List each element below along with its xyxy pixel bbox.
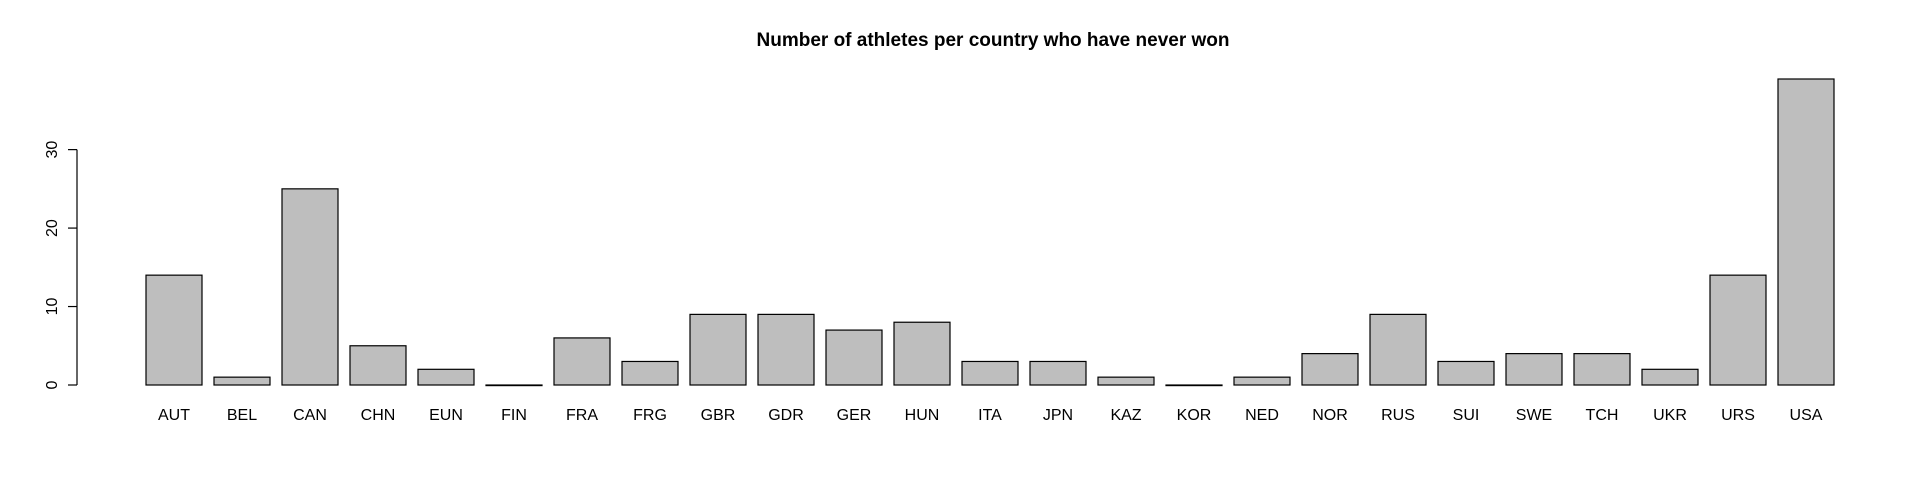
x-tick-labels: AUT BEL CAN CHN EUN FIN FRA FRG GBR GDR GER HUN ITA J…: [158, 407, 1823, 424]
y-axis: 0 10 20 30: [44, 141, 78, 389]
y-tick-label: 30: [44, 141, 61, 159]
y-tick-label: 0: [44, 380, 61, 389]
bar-bel: [213, 376, 271, 386]
bar-aut: [145, 274, 203, 386]
bar-eun: [417, 368, 475, 386]
bar-gdr: [757, 313, 815, 386]
bar-fra: [553, 337, 611, 386]
bar-ita: [961, 360, 1019, 386]
x-tick-label: SWE: [1516, 407, 1552, 424]
bars-group: [145, 78, 1835, 387]
x-tick-label: UKR: [1653, 407, 1687, 424]
bar-tch: [1573, 353, 1631, 386]
bar-swe: [1505, 353, 1563, 386]
x-tick-label: GDR: [768, 407, 804, 424]
x-tick-label: NED: [1245, 407, 1279, 424]
bar-urs: [1709, 274, 1767, 386]
chart-title: Number of athletes per country who have …: [757, 30, 1230, 51]
x-tick-label: AUT: [158, 407, 190, 424]
x-tick-label: URS: [1721, 407, 1755, 424]
bar-nor: [1301, 353, 1359, 386]
x-tick-label: CAN: [293, 407, 327, 424]
bar-fin: [485, 384, 543, 387]
bar-ger: [825, 329, 883, 386]
bar-rus: [1369, 313, 1427, 386]
x-tick-label: BEL: [227, 407, 257, 424]
bar-ukr: [1641, 368, 1699, 386]
bar-ned: [1233, 376, 1291, 386]
x-tick-label: USA: [1790, 407, 1823, 424]
x-tick-label: NOR: [1312, 407, 1348, 424]
x-tick-label: SUI: [1453, 407, 1480, 424]
x-tick-label: GBR: [701, 407, 736, 424]
x-tick-label: FRA: [566, 407, 598, 424]
bar-frg: [621, 360, 679, 386]
x-tick-label: GER: [837, 407, 872, 424]
x-tick-label: KOR: [1177, 407, 1212, 424]
x-tick-label: ITA: [978, 407, 1002, 424]
x-tick-label: FRG: [633, 407, 667, 424]
bar-kor: [1165, 384, 1223, 387]
bar-kaz: [1097, 376, 1155, 386]
bar-can: [281, 188, 339, 386]
bar-usa: [1777, 78, 1835, 386]
x-tick-label: HUN: [905, 407, 940, 424]
y-tick-label: 20: [44, 219, 61, 237]
bar-hun: [893, 321, 951, 386]
x-tick-label: JPN: [1043, 407, 1073, 424]
x-tick-label: RUS: [1381, 407, 1415, 424]
x-tick-label: CHN: [361, 407, 396, 424]
x-tick-label: KAZ: [1110, 407, 1141, 424]
x-tick-label: FIN: [501, 407, 527, 424]
x-tick-label: TCH: [1586, 407, 1619, 424]
y-tick-label: 10: [44, 298, 61, 316]
bar-chn: [349, 345, 407, 386]
x-tick-label: EUN: [429, 407, 463, 424]
bar-sui: [1437, 360, 1495, 386]
bar-gbr: [689, 313, 747, 386]
bar-jpn: [1029, 360, 1087, 386]
